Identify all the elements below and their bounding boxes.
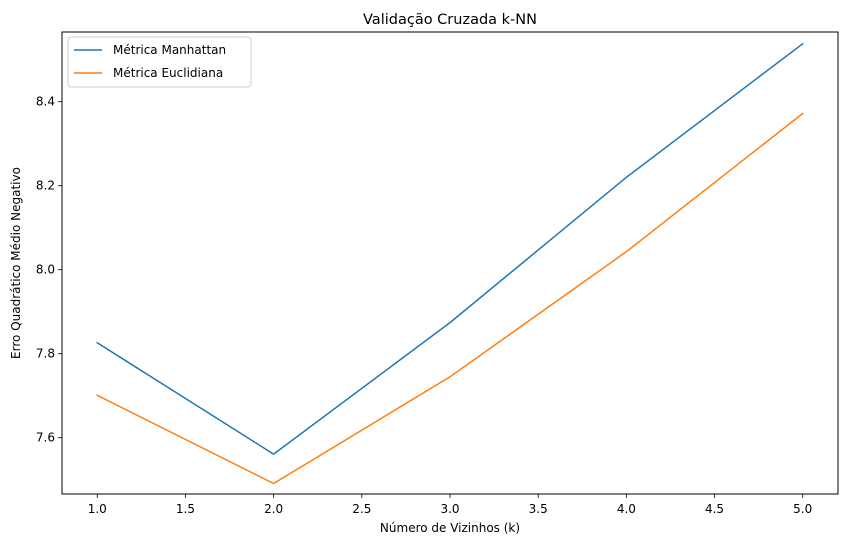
x-tick-label: 4.0 (617, 502, 636, 516)
y-tick-label: 7.6 (36, 431, 55, 445)
series-lines (96, 42, 804, 485)
series-line-1 (96, 112, 804, 485)
series-line-0 (96, 42, 804, 455)
y-tick-label: 7.8 (36, 347, 55, 361)
x-tick-label: 3.0 (440, 502, 459, 516)
x-tick-label: 2.5 (352, 502, 371, 516)
plot-area (61, 31, 839, 495)
y-axis: 7.6 7.8 8.0 8.2 8.4 (36, 95, 62, 445)
plot-frame (61, 31, 839, 495)
y-tick-label: 8.2 (36, 179, 55, 193)
x-tick-label: 1.0 (88, 502, 107, 516)
x-tick-label: 5.0 (793, 502, 812, 516)
y-tick-label: 8.4 (36, 95, 55, 109)
y-tick-label: 8.0 (36, 263, 55, 277)
x-tick-label: 3.5 (529, 502, 548, 516)
x-tick-label: 1.5 (176, 502, 195, 516)
x-axis-label: Número de Vizinhos (k) (380, 521, 520, 535)
chart-title: Validação Cruzada k-NN (363, 12, 537, 28)
legend-label-euclidiana: Métrica Euclidiana (113, 66, 223, 80)
legend-box (67, 36, 252, 88)
legend-label-manhattan: Métrica Manhattan (113, 43, 226, 57)
y-axis-label: Erro Quadrático Médio Negativo (9, 167, 23, 359)
x-tick-label: 4.5 (705, 502, 724, 516)
legend: Métrica Manhattan Métrica Euclidiana (67, 36, 252, 88)
x-tick-label: 2.0 (264, 502, 283, 516)
x-axis: 1.0 1.5 2.0 2.5 3.0 3.5 4.0 4.5 5.0 (88, 494, 812, 516)
